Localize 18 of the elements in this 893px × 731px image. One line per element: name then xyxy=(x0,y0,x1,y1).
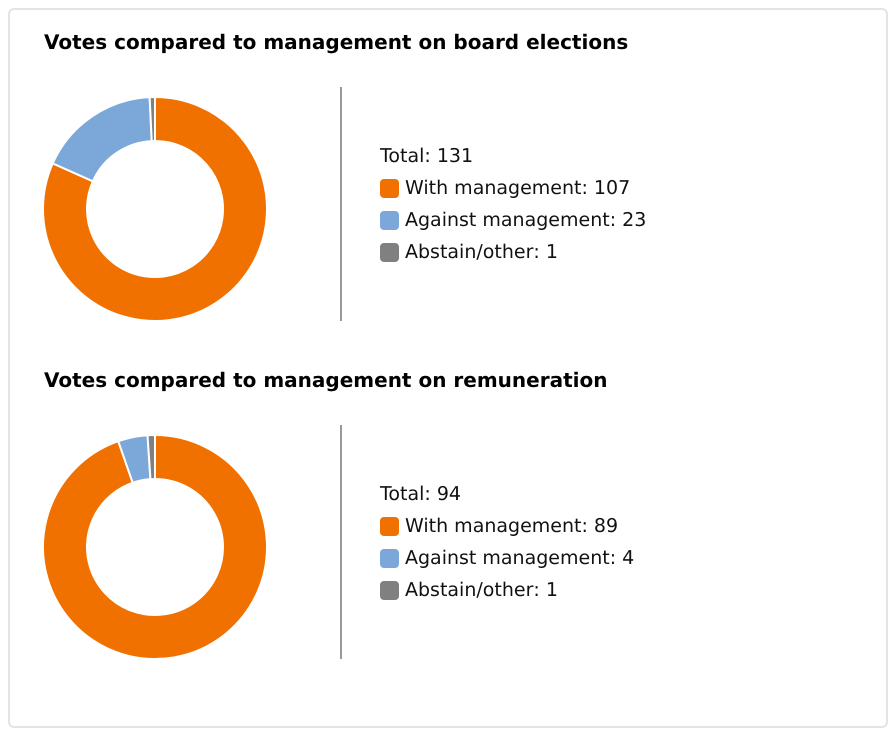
chart-title: Votes compared to management on remuneration xyxy=(44,368,608,392)
data-label: : 89 xyxy=(581,514,618,539)
data-label: : 1 xyxy=(533,578,558,603)
data-label: : 1 xyxy=(533,240,558,265)
data-label: : 107 xyxy=(581,176,630,201)
chart-title: Votes compared to management on board elections xyxy=(44,30,630,54)
legend-label: With management xyxy=(405,176,582,201)
donut-slice xyxy=(42,434,268,660)
donut-slice xyxy=(42,96,268,322)
legend-label: Abstain/other xyxy=(405,240,534,265)
data-label: : 23 xyxy=(610,208,646,233)
legend-label: Abstain/other xyxy=(405,578,534,603)
text: Total: 94 xyxy=(380,482,462,507)
text: Total: 131 xyxy=(380,144,474,169)
legend-label: Against management xyxy=(405,208,610,233)
legend-label: Against management xyxy=(405,546,610,571)
legend-label: With management xyxy=(405,514,582,539)
data-label: : 4 xyxy=(610,546,634,571)
